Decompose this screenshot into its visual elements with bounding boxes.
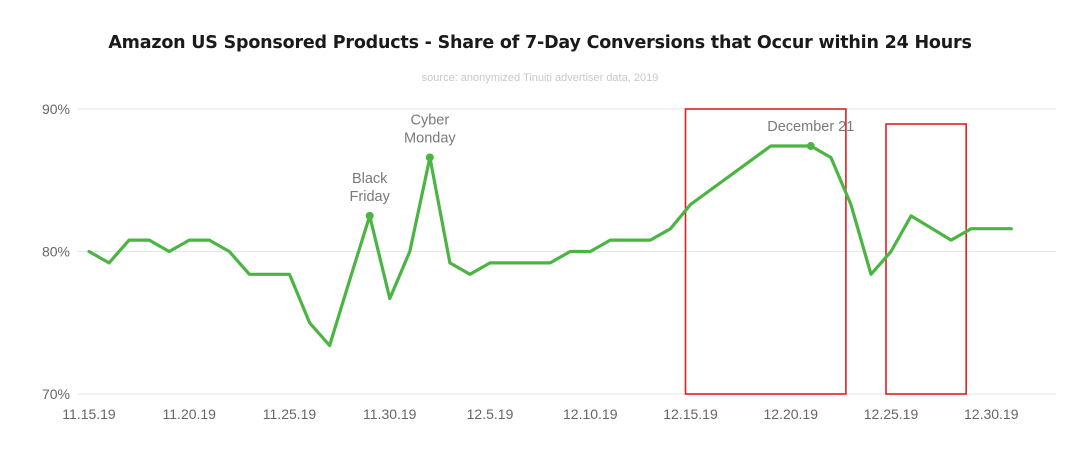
y-tick-label: 70% (42, 386, 70, 402)
y-tick-label: 80% (42, 244, 70, 260)
y-axis-ticks: 70% 80% 90% (42, 101, 70, 402)
annotation-label: December 21 (767, 119, 854, 135)
x-tick-label: 11.20.19 (163, 406, 217, 422)
x-tick-label: 12.10.19 (563, 406, 618, 422)
annotation-label: Monday (404, 130, 456, 146)
x-axis-ticks: 11.15.19 11.20.19 11.25.19 11.30.19 12.5.19 1… (62, 406, 1018, 422)
y-tick-label: 90% (42, 101, 70, 117)
highlight-box (885, 123, 967, 395)
x-tick-label: 12.15.19 (663, 406, 718, 422)
chart-title: Amazon US Sponsored Products - Share of … (108, 33, 972, 53)
x-tick-label: 12.30.19 (964, 406, 1019, 422)
x-tick-label: 11.15.19 (62, 406, 116, 422)
chart-subtitle: source: anonymized Tinuiti advertiser da… (421, 72, 659, 84)
x-tick-label: 11.30.19 (363, 406, 417, 422)
annotation-marker (365, 211, 374, 220)
highlight-box (684, 108, 847, 395)
x-tick-label: 12.5.19 (467, 406, 514, 422)
x-tick-label: 11.25.19 (263, 406, 317, 422)
annotation-label: Friday (350, 189, 391, 205)
x-tick-label: 12.20.19 (764, 406, 819, 422)
annotation-marker (425, 153, 434, 162)
annotation-label: Cyber (411, 112, 450, 128)
annotation-label: Black (352, 171, 388, 187)
series-line (87, 144, 1013, 348)
x-tick-label: 12.25.19 (864, 406, 919, 422)
annotations: Black Friday Cyber Monday December 21 (350, 112, 854, 220)
series-lines (87, 144, 1013, 348)
annotation-marker (806, 142, 815, 151)
